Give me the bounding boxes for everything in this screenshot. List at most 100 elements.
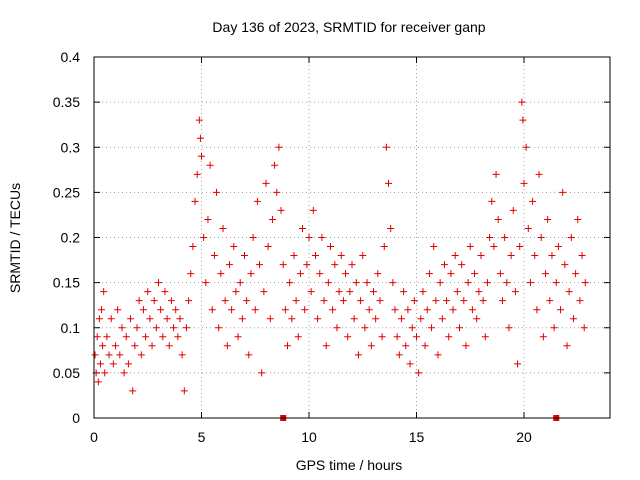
data-point xyxy=(419,288,427,296)
data-point xyxy=(346,288,354,296)
data-point xyxy=(182,324,190,332)
data-point xyxy=(99,342,107,350)
data-point xyxy=(127,315,135,323)
data-point xyxy=(505,324,513,332)
data-point xyxy=(410,297,418,305)
data-point xyxy=(460,297,468,305)
data-point xyxy=(266,315,274,323)
data-point xyxy=(131,342,139,350)
data-point xyxy=(462,342,470,350)
data-point xyxy=(569,315,577,323)
data-point xyxy=(391,306,399,314)
data-point xyxy=(535,170,543,178)
data-point xyxy=(320,297,328,305)
data-point xyxy=(299,224,307,232)
data-point xyxy=(305,234,313,241)
data-point xyxy=(262,179,270,187)
data-point xyxy=(546,297,554,305)
data-point xyxy=(447,270,455,278)
data-point xyxy=(93,333,101,341)
data-point xyxy=(400,288,408,296)
data-point xyxy=(230,243,238,251)
data-point xyxy=(277,206,285,214)
data-point xyxy=(303,261,311,269)
data-point xyxy=(161,288,169,296)
data-point xyxy=(281,306,289,314)
data-point xyxy=(327,243,334,251)
data-point xyxy=(449,306,457,314)
data-point xyxy=(413,333,420,341)
data-point xyxy=(436,279,444,287)
data-point xyxy=(232,288,240,296)
data-point xyxy=(228,306,236,314)
x-axis-label: GPS time / hours xyxy=(296,457,403,473)
data-point xyxy=(581,279,589,287)
data-point xyxy=(219,224,227,232)
data-point xyxy=(374,270,382,278)
data-point xyxy=(268,215,276,223)
data-point xyxy=(185,297,193,305)
data-point xyxy=(481,333,489,341)
data-point xyxy=(519,116,527,124)
data-point xyxy=(103,333,111,341)
y-tick-label: 0.1 xyxy=(61,320,81,336)
data-point xyxy=(552,279,560,287)
data-point xyxy=(288,315,296,323)
data-point xyxy=(354,351,362,359)
data-point xyxy=(307,288,315,296)
data-point xyxy=(165,342,173,350)
data-point xyxy=(529,197,537,205)
data-point xyxy=(191,197,199,205)
tick-labels: 0 0.05 0.1 0.15 0.2 0.25 0.3 0.35 0.4 0 5 10 15 20 xyxy=(53,49,532,445)
data-point xyxy=(256,261,264,269)
data-point xyxy=(174,333,182,341)
data-point xyxy=(518,98,526,106)
data-point xyxy=(458,261,466,269)
data-point xyxy=(522,143,530,151)
data-point xyxy=(301,306,309,314)
data-point xyxy=(159,333,167,341)
data-point xyxy=(428,324,436,332)
data-point xyxy=(550,324,558,332)
data-point xyxy=(402,342,410,350)
data-point xyxy=(499,297,506,305)
data-point xyxy=(204,215,212,223)
data-point xyxy=(339,297,347,305)
x-tick-label: 15 xyxy=(409,429,425,445)
data-point xyxy=(520,179,528,187)
data-point xyxy=(225,261,233,269)
y-tick-label: 0.15 xyxy=(53,275,80,291)
y-axis-label: SRMTID / TECUs xyxy=(7,183,23,293)
data-point xyxy=(122,333,130,341)
data-point xyxy=(533,306,541,314)
y-tick-label: 0.3 xyxy=(61,139,81,155)
data-point xyxy=(507,252,515,260)
data-point xyxy=(574,215,582,223)
data-point xyxy=(580,324,588,332)
data-point xyxy=(516,243,524,251)
data-point xyxy=(251,306,259,314)
y-tick-label: 0.25 xyxy=(53,184,80,200)
data-point xyxy=(361,324,369,332)
data-point xyxy=(554,243,562,251)
data-point xyxy=(318,234,326,241)
data-point xyxy=(565,288,573,296)
data-point xyxy=(438,315,446,323)
data-point xyxy=(445,333,453,341)
data-point xyxy=(348,261,356,269)
data-point xyxy=(279,261,287,269)
data-point xyxy=(464,279,472,287)
data-point xyxy=(144,288,152,296)
data-point xyxy=(576,297,584,305)
data-point xyxy=(509,206,517,214)
data-point xyxy=(120,369,128,377)
data-point xyxy=(468,306,476,314)
y-tick-label: 0.35 xyxy=(53,94,80,110)
data-point xyxy=(316,270,324,278)
y-tick-label: 0.4 xyxy=(61,49,81,65)
data-point xyxy=(275,143,283,151)
data-point xyxy=(408,324,416,332)
data-point xyxy=(124,360,132,368)
data-point xyxy=(309,206,317,214)
data-point xyxy=(370,288,377,296)
